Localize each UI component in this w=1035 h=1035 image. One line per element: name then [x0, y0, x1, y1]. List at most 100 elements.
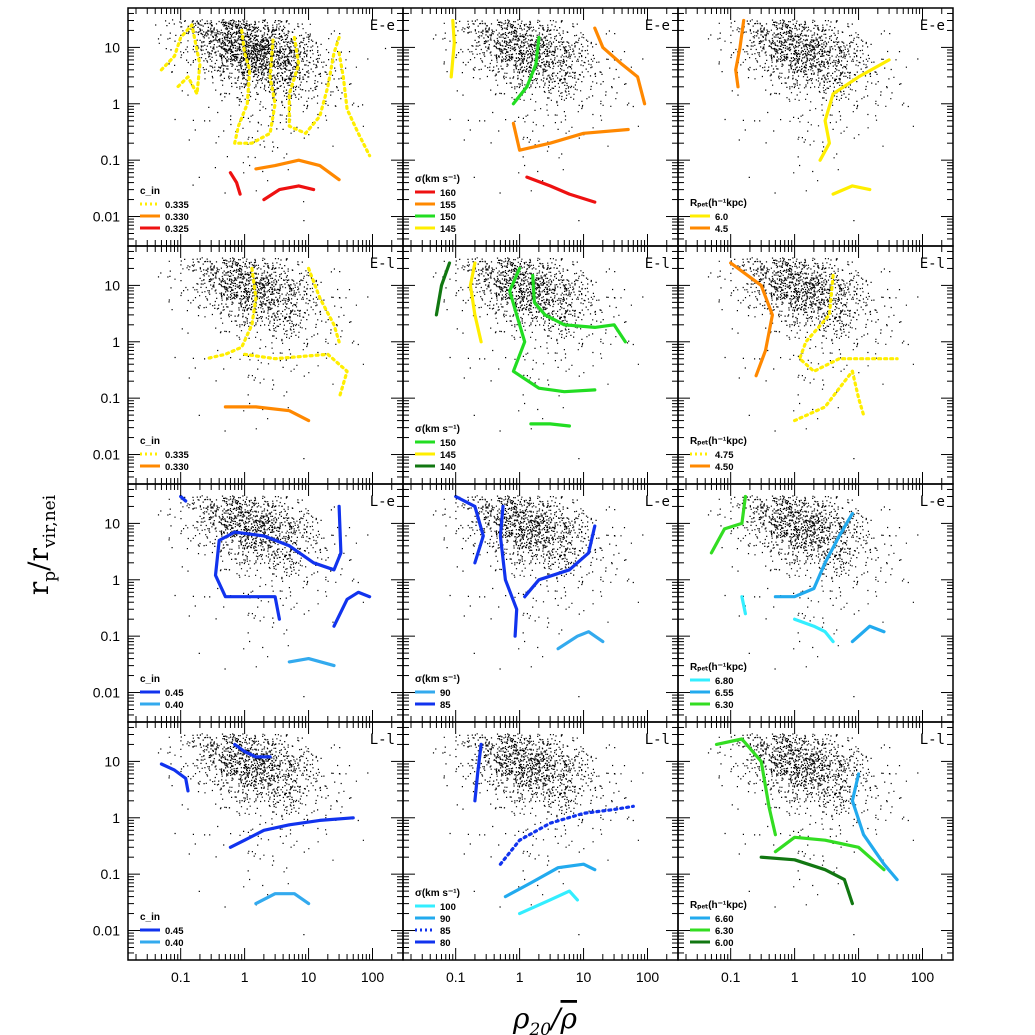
legend-entry: 145	[440, 224, 457, 235]
contour-line	[523, 524, 597, 599]
contour-line	[262, 184, 316, 202]
scatter-points	[432, 495, 644, 698]
scatter-dots	[707, 257, 919, 460]
contour-group	[449, 18, 647, 204]
x-tick-label: 10	[851, 969, 867, 985]
legend-entry: 0.330	[165, 462, 189, 473]
legend-entry: 155	[440, 200, 457, 211]
legend: c_in 0.450.40	[140, 912, 184, 949]
legend-entry: 0.45	[165, 688, 184, 699]
contour-line	[337, 51, 372, 158]
contour-line	[332, 590, 372, 628]
legend-entry: 0.335	[165, 450, 189, 461]
scatter-dots	[432, 19, 644, 222]
y-tick-label: 0.1	[101, 866, 121, 882]
legend-entry: 90	[440, 914, 451, 925]
contour-line	[468, 261, 483, 344]
panel-label: L-e	[920, 494, 945, 510]
contour-line	[850, 624, 886, 644]
legend-entry: 6.30	[715, 926, 734, 937]
legend-title: Rₚₑₜ(h⁻¹kpc)	[690, 198, 747, 209]
axis-ticks	[403, 721, 679, 961]
legend-entry: 150	[440, 212, 456, 223]
legend: Rₚₑₜ(h⁻¹kpc) 6.04.5	[690, 198, 747, 235]
contour-line	[818, 58, 891, 162]
contour-line	[734, 18, 746, 89]
contour-line	[709, 494, 747, 555]
y-tick-label: 1	[112, 96, 120, 112]
contour-group	[204, 266, 349, 423]
y-tick-label: 1	[112, 334, 120, 350]
contour-line	[793, 369, 854, 423]
scatter-points	[157, 257, 369, 460]
contour-line	[307, 266, 341, 344]
scatter-dots	[707, 495, 919, 698]
legend-title: σ(km s⁻¹)	[415, 888, 460, 899]
legend-entry: 4.75	[715, 450, 734, 461]
scatter-dots	[157, 257, 369, 460]
panel-label: E-l	[920, 256, 945, 272]
scatter-points	[432, 19, 644, 222]
scatter-dots	[707, 19, 919, 222]
axis-ticks	[403, 483, 679, 723]
contour-line	[773, 835, 886, 872]
legend-entry: 0.330	[165, 212, 189, 223]
y-tick-label: 0.1	[101, 152, 121, 168]
legend-entry: 85	[440, 700, 451, 711]
x-tick-label: 0.1	[171, 969, 191, 985]
panel-label: E-l	[645, 256, 670, 272]
legend-entry: 6.00	[715, 938, 734, 949]
legend-entry: 0.325	[165, 224, 189, 235]
axis-ticks	[128, 245, 404, 485]
panel-7: 10 1 0.1 0.01 L-e c_in 0.450.40	[93, 483, 404, 723]
legend-entry: 145	[440, 450, 457, 461]
contour-group	[434, 261, 627, 428]
legend: c_in 0.450.40	[140, 674, 184, 711]
legend-title: σ(km s⁻¹)	[415, 674, 460, 685]
axis-ticks	[128, 721, 404, 961]
contour-line	[287, 35, 341, 135]
x-axis-title: ρ20/ρ	[512, 1002, 578, 1035]
axis-ticks	[678, 721, 954, 961]
contour-line	[254, 892, 311, 906]
contour-line	[511, 121, 630, 152]
legend-entry: 6.0	[715, 212, 728, 223]
contour-line	[473, 742, 483, 803]
y-tick-label: 10	[104, 277, 120, 293]
panel-9: L-e Rₚₑₜ(h⁻¹kpc) 6.806.556.30	[677, 483, 954, 723]
contour-line	[213, 504, 343, 621]
contour-line	[454, 494, 485, 565]
legend-title: Rₚₑₜ(h⁻¹kpc)	[690, 662, 747, 673]
panel-label: L-e	[370, 494, 395, 510]
contour-line	[233, 28, 277, 145]
contour-group	[179, 494, 372, 668]
scatter-points	[707, 257, 919, 460]
y-tick-label: 10	[104, 515, 120, 531]
legend-entry: 6.30	[715, 700, 734, 711]
legend-title: c_in	[140, 436, 160, 447]
contour-group	[734, 18, 891, 196]
legend-title: c_in	[140, 186, 160, 197]
x-tick-label: 100	[911, 969, 935, 985]
scatter-points	[432, 733, 644, 936]
contour-line	[593, 26, 647, 106]
panel-grid: 1010.10.01E-ec_in0.3350.3300.325E-eσ(km …	[93, 7, 954, 985]
legend-entry: 6.60	[715, 914, 734, 925]
panel-label: L-l	[920, 732, 945, 748]
legend-entry: 80	[440, 938, 451, 949]
panel-label: E-e	[920, 18, 945, 34]
legend-entry: 0.40	[165, 938, 184, 949]
contour-group	[729, 261, 899, 423]
axis-ticks	[403, 7, 679, 247]
contour-line	[233, 742, 272, 759]
contour-line	[518, 889, 579, 916]
y-axis-title: rp/rvir,nei	[22, 494, 60, 595]
legend-entry: 85	[440, 926, 451, 937]
scatter-points	[432, 257, 644, 460]
axis-ticks	[403, 245, 679, 485]
